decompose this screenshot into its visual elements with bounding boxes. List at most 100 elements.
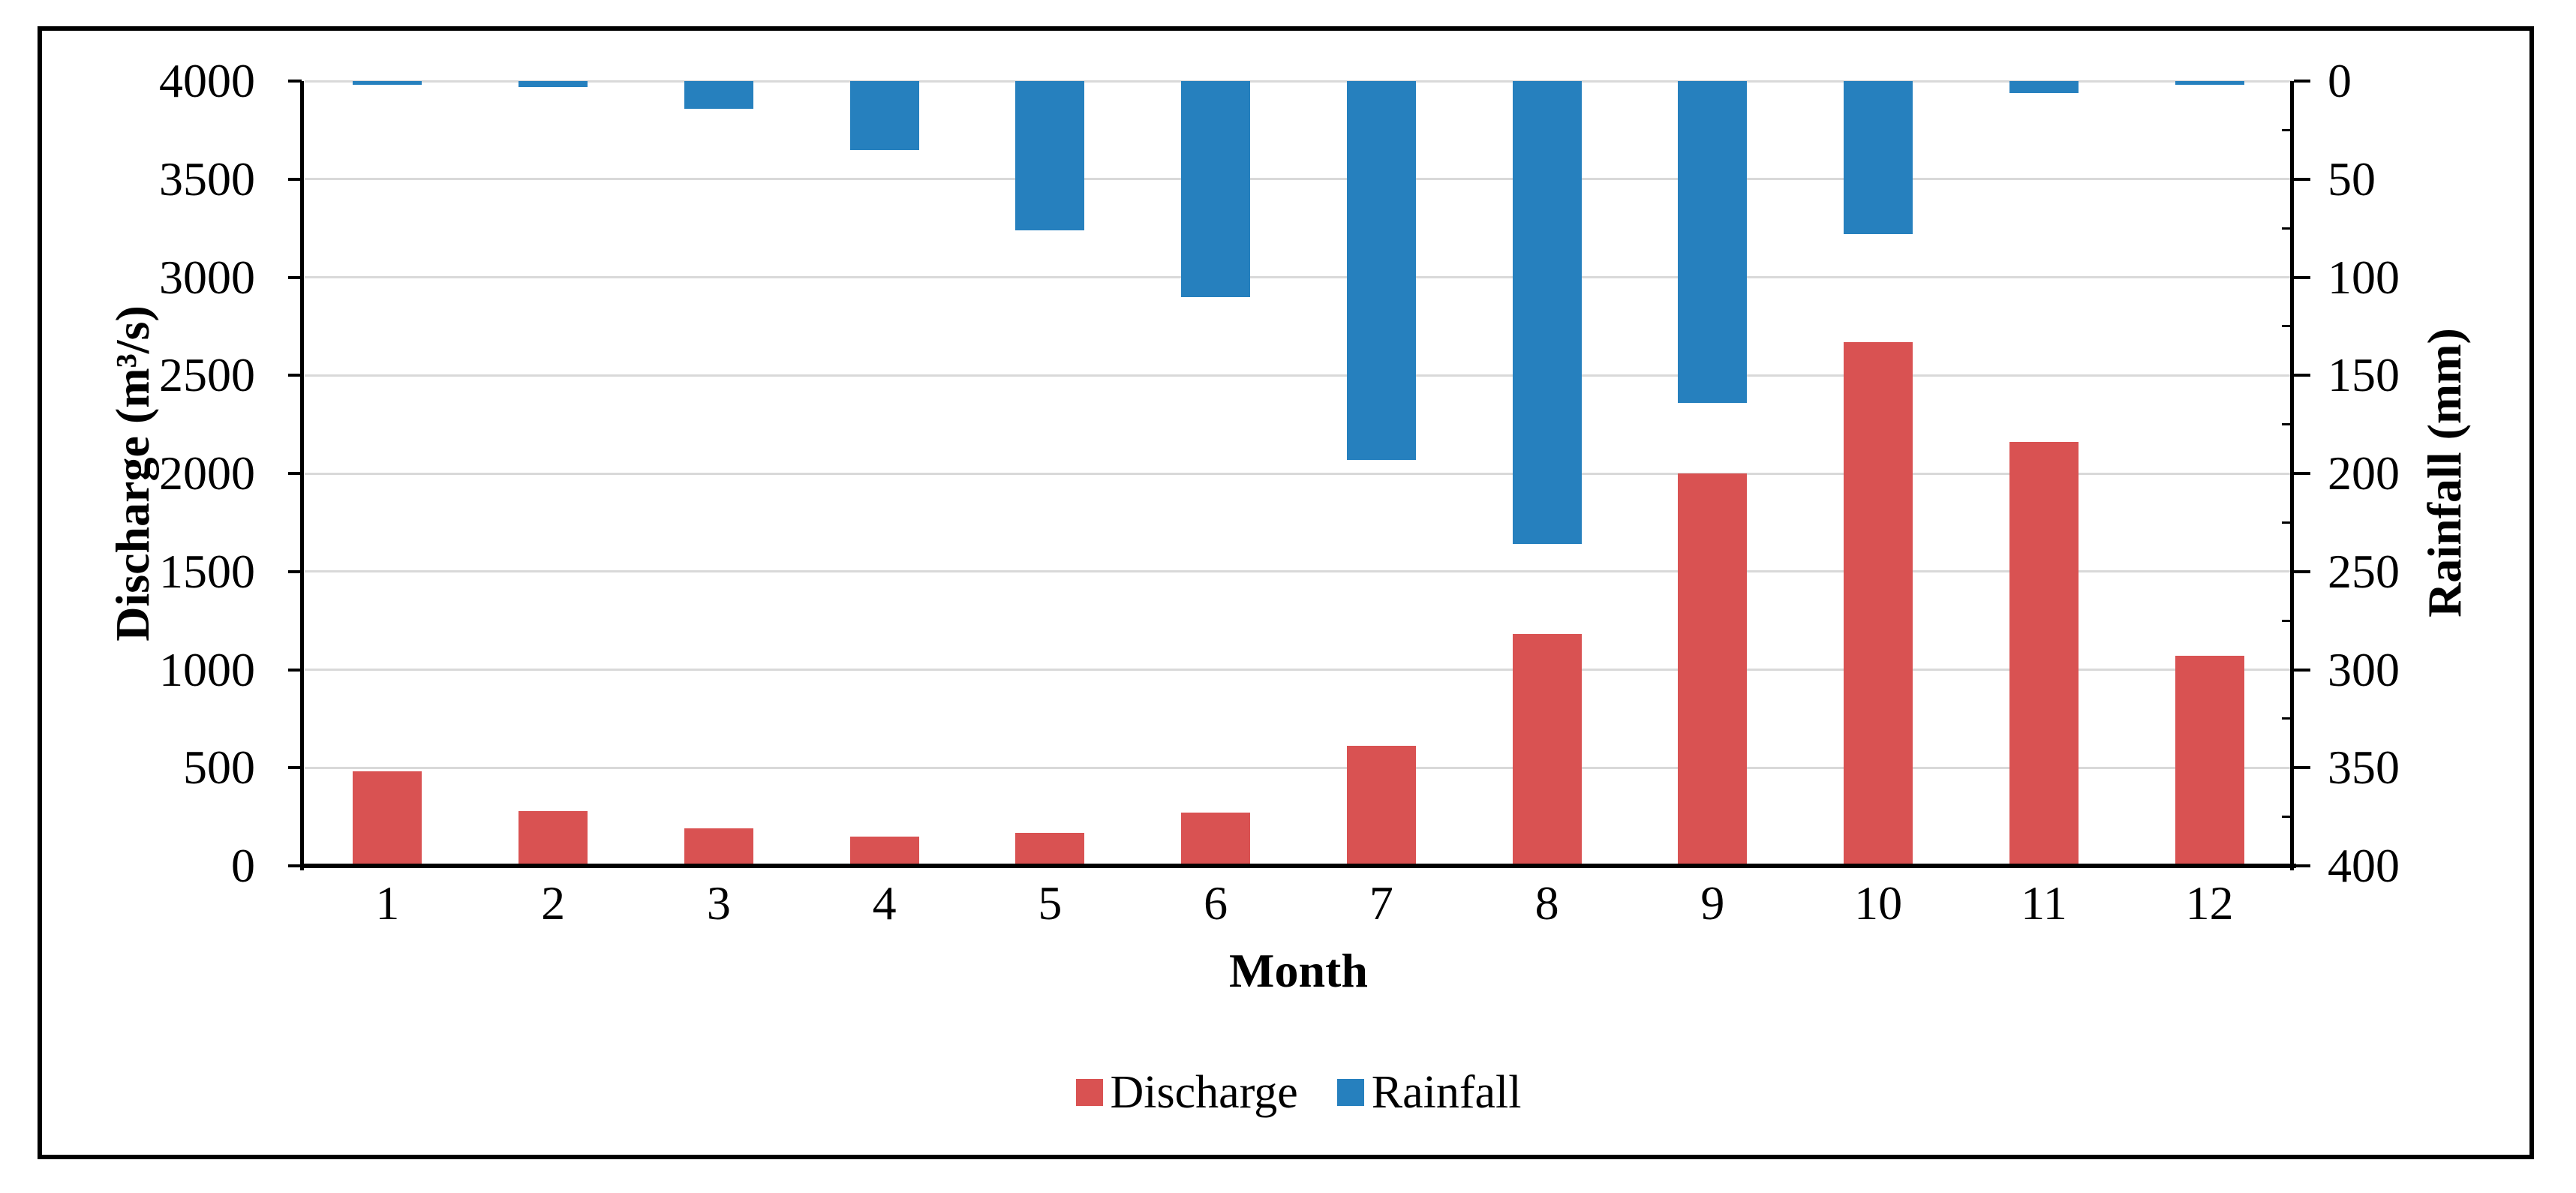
left-axis-tick (288, 668, 302, 672)
rainfall-bar (2009, 81, 2079, 93)
x-axis-tick-label: 9 (1700, 876, 1725, 930)
rainfall-bar (519, 81, 588, 87)
right-axis-tick (2294, 569, 2310, 573)
rainfall-bar (849, 81, 919, 150)
right-axis-tick-label: 50 (2328, 152, 2376, 206)
rainfall-bar (1512, 81, 1582, 545)
right-axis-tick-label: 150 (2328, 348, 2400, 402)
x-axis-tick-label: 12 (2185, 876, 2234, 930)
right-axis-minor-tick (2282, 717, 2290, 720)
rainfall-bar (1844, 81, 1913, 234)
gridline (305, 570, 2292, 573)
x-axis-tick-label: 6 (1204, 876, 1228, 930)
rainfall-legend-label: Rainfall (1371, 1067, 1522, 1118)
right-axis-minor-tick (2282, 619, 2290, 622)
gridline (305, 80, 2292, 83)
x-axis-line (300, 864, 2296, 868)
right-axis-tick-label: 0 (2328, 54, 2352, 107)
discharge-bar (1512, 634, 1582, 866)
legend: Discharge Rainfall (305, 1069, 2292, 1116)
gridline (305, 374, 2292, 377)
right-axis-line (2290, 81, 2294, 870)
discharge-bar (1181, 813, 1251, 866)
left-axis-tick (288, 864, 302, 867)
discharge-legend-label: Discharge (1110, 1067, 1298, 1118)
legend-entry-rainfall: Rainfall (1336, 1067, 1522, 1118)
gridline (305, 276, 2292, 278)
left-axis-tick (288, 177, 302, 181)
gridline (305, 472, 2292, 475)
discharge-bar (1015, 832, 1085, 866)
right-axis-tick (2294, 668, 2310, 672)
left-axis-tick (288, 472, 302, 475)
left-axis-tick (288, 374, 302, 377)
x-axis-tick-label: 3 (706, 876, 731, 930)
discharge-bar (849, 836, 919, 866)
right-axis-minor-tick (2282, 325, 2290, 328)
rainfall-bar (1015, 81, 1085, 230)
x-axis-tick-label: 5 (1038, 876, 1063, 930)
right-axis-tick (2294, 177, 2310, 181)
right-axis-tick-label: 100 (2328, 250, 2400, 304)
x-axis-tick-label: 7 (1369, 876, 1393, 930)
left-axis-tick (288, 766, 302, 770)
left-axis-tick (288, 275, 302, 279)
right-axis-minor-tick (2282, 816, 2290, 819)
left-axis-tick-label: 1500 (159, 544, 255, 598)
right-axis-minor-tick (2282, 423, 2290, 426)
x-axis-title: Month (1229, 944, 1368, 997)
discharge-bar (684, 828, 753, 866)
rainfall-legend-swatch-icon (1336, 1079, 1364, 1106)
right-axis-title: Rainfall (mm) (2418, 328, 2471, 618)
gridline (305, 178, 2292, 181)
discharge-bar (519, 810, 588, 866)
right-axis-tick (2294, 766, 2310, 770)
left-axis-tick-label: 3000 (159, 250, 255, 304)
discharge-bar (2009, 442, 2079, 866)
left-axis-tick-label: 500 (183, 741, 255, 795)
rainfall-bar (1181, 81, 1251, 297)
left-axis-tick-label: 1000 (159, 642, 255, 696)
left-axis-tick-label: 4000 (159, 54, 255, 107)
discharge-legend-swatch-icon (1075, 1079, 1103, 1106)
discharge-bar (2175, 656, 2244, 866)
figure-border (38, 26, 2534, 1159)
right-axis-tick (2294, 374, 2310, 377)
left-axis-tick-label: 2000 (159, 446, 255, 500)
right-axis-tick-label: 350 (2328, 741, 2400, 795)
gridline (305, 669, 2292, 671)
x-axis-tick-label: 10 (1854, 876, 1903, 930)
discharge-bar (1346, 746, 1416, 866)
left-axis-tick-label: 2500 (159, 348, 255, 402)
rainfall-bar (353, 81, 422, 86)
right-axis-tick-label: 250 (2328, 544, 2400, 598)
rainfall-bar (1678, 81, 1748, 403)
rainfall-bar (684, 81, 753, 109)
right-axis-tick-label: 200 (2328, 446, 2400, 500)
right-axis-tick-label: 400 (2328, 839, 2400, 892)
x-axis-tick-label: 2 (541, 876, 566, 930)
gridline (305, 766, 2292, 769)
right-axis-tick (2294, 80, 2310, 83)
right-axis-tick (2294, 864, 2310, 867)
discharge-bar (353, 771, 422, 866)
x-axis-tick-label: 1 (375, 876, 400, 930)
right-axis-tick (2294, 472, 2310, 475)
left-axis-tick-label: 0 (231, 839, 255, 892)
x-axis-tick-label: 11 (2021, 876, 2067, 930)
right-axis-tick (2294, 275, 2310, 279)
right-axis-minor-tick (2282, 128, 2290, 131)
discharge-bar (1844, 341, 1913, 866)
rainfall-bar (2175, 81, 2244, 86)
rainfall-bar (1346, 81, 1416, 460)
x-axis-tick-label: 4 (872, 876, 897, 930)
right-axis-minor-tick (2282, 227, 2290, 230)
right-axis-minor-tick (2282, 521, 2290, 524)
x-axis-tick-label: 8 (1534, 876, 1559, 930)
left-axis-line (300, 81, 304, 870)
discharge-bar (1678, 473, 1748, 866)
left-axis-tick (288, 569, 302, 573)
left-axis-tick-label: 3500 (159, 152, 255, 206)
left-axis-tick (288, 80, 302, 83)
